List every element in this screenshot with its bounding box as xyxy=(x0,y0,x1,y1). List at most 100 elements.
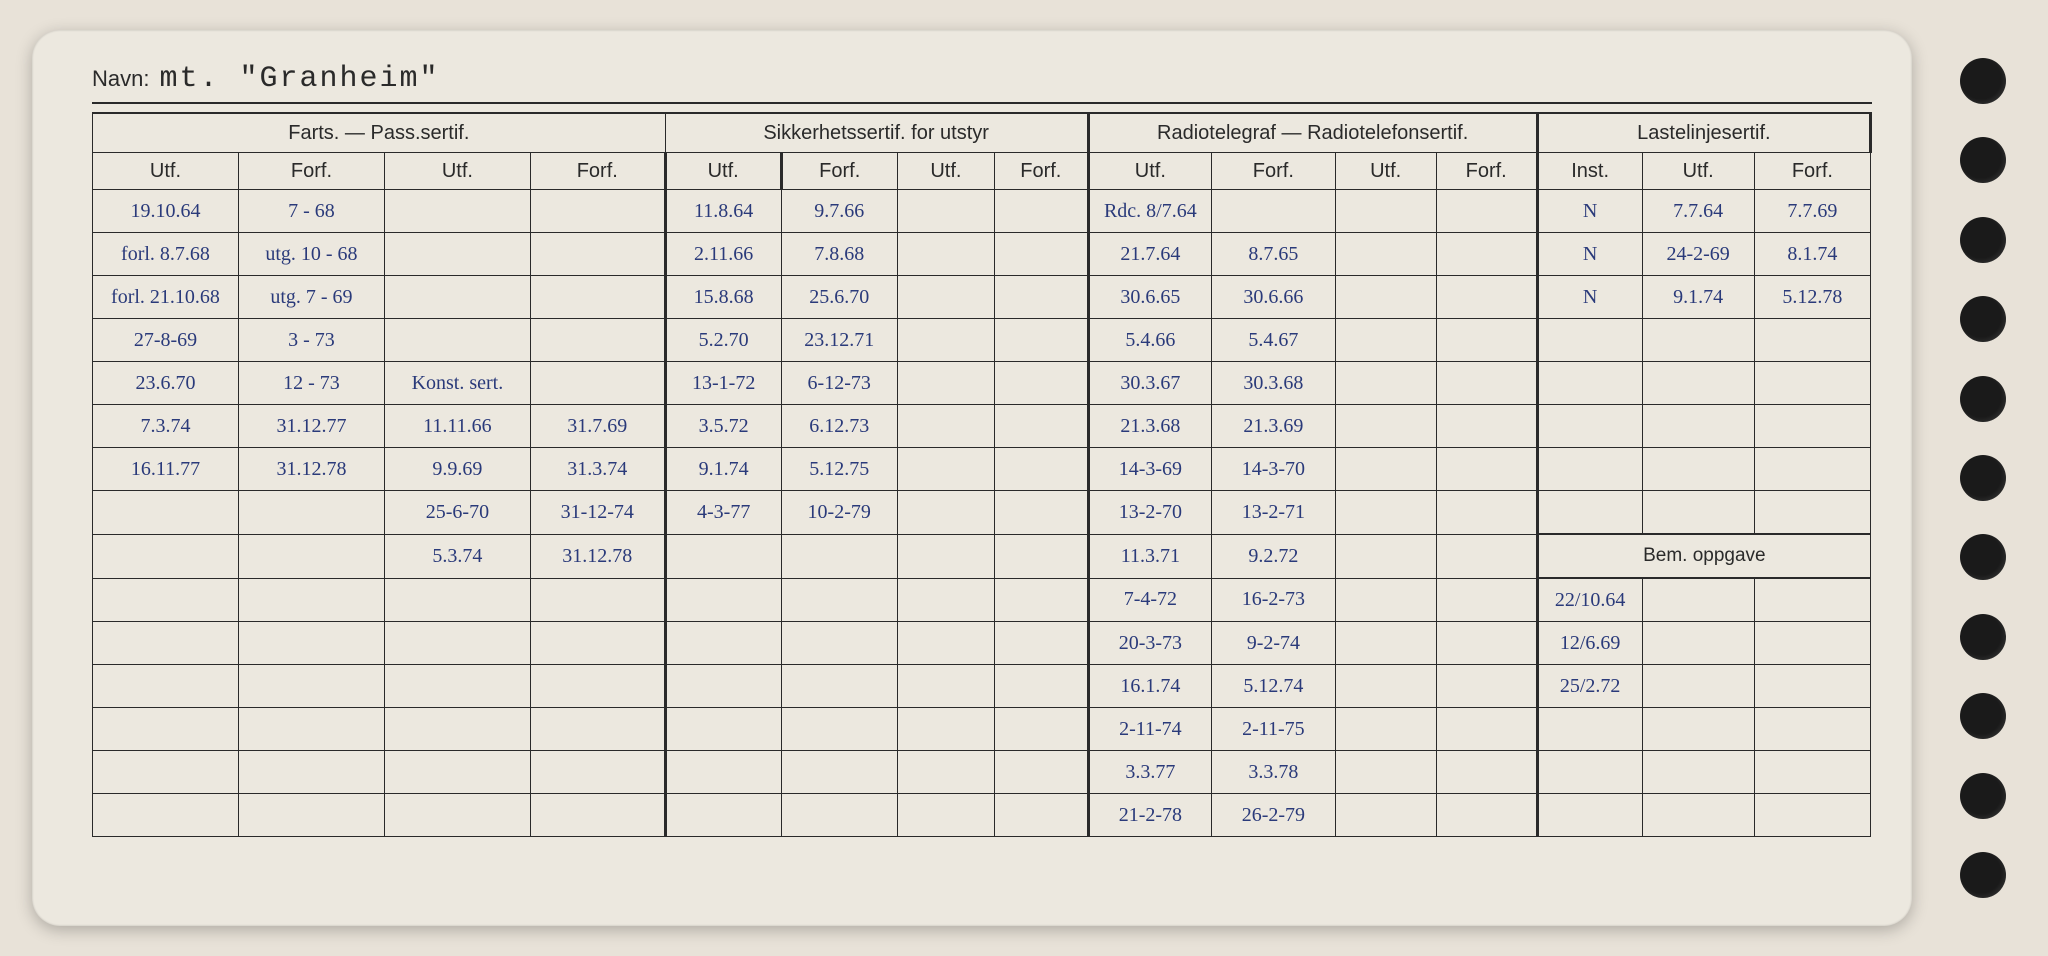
cell xyxy=(1537,362,1642,405)
cell: 21-2-78 xyxy=(1088,794,1212,837)
col-utf: Utf. xyxy=(1335,153,1436,190)
cell xyxy=(1754,578,1870,622)
hole-icon xyxy=(1960,614,2006,660)
cell xyxy=(93,708,239,751)
cell xyxy=(1754,794,1870,837)
hole-icon xyxy=(1960,455,2006,501)
cell: 13-2-70 xyxy=(1088,491,1212,535)
cell: 16.11.77 xyxy=(93,448,239,491)
cell xyxy=(1642,622,1754,665)
cell xyxy=(1335,276,1436,319)
cell: 14-3-69 xyxy=(1088,448,1212,491)
cell xyxy=(1436,794,1537,837)
table-row: 25-6-7031-12-744-3-7710-2-7913-2-7013-2-… xyxy=(93,491,1871,535)
cell xyxy=(238,751,384,794)
cell: 23.6.70 xyxy=(93,362,239,405)
table-row: 7-4-7216-2-7322/10.64 xyxy=(93,578,1871,622)
cell xyxy=(995,276,1089,319)
col-utf: Utf. xyxy=(665,153,781,190)
cell xyxy=(995,190,1089,233)
cell: 31.7.69 xyxy=(530,405,665,448)
cell: 31-12-74 xyxy=(530,491,665,535)
cell xyxy=(781,751,897,794)
hole-icon xyxy=(1960,58,2006,104)
cell xyxy=(995,794,1089,837)
cell xyxy=(384,276,530,319)
cell xyxy=(1335,794,1436,837)
table-row: 21-2-7826-2-79 xyxy=(93,794,1871,837)
group-bem: Bem. oppgave xyxy=(1537,534,1870,578)
cell: 6.12.73 xyxy=(781,405,897,448)
cell xyxy=(530,622,665,665)
cell xyxy=(93,794,239,837)
cell xyxy=(897,578,994,622)
cell xyxy=(530,233,665,276)
group-laste: Lastelinjesertif. xyxy=(1537,113,1870,153)
cell xyxy=(897,622,994,665)
group-sikk: Sikkerhetssertif. for utstyr xyxy=(665,113,1088,153)
cell xyxy=(530,708,665,751)
cell xyxy=(1537,751,1642,794)
cell xyxy=(1212,190,1336,233)
cell xyxy=(897,794,994,837)
cell xyxy=(1335,491,1436,535)
cell xyxy=(1642,362,1754,405)
cell xyxy=(1436,190,1537,233)
cell: 12 - 73 xyxy=(238,362,384,405)
hole-icon xyxy=(1960,773,2006,819)
cell: 25-6-70 xyxy=(384,491,530,535)
cell: 22/10.64 xyxy=(1537,578,1642,622)
cell: 31.3.74 xyxy=(530,448,665,491)
cell: 5.4.67 xyxy=(1212,319,1336,362)
hole-icon xyxy=(1960,217,2006,263)
cell xyxy=(897,751,994,794)
col-utf: Utf. xyxy=(384,153,530,190)
cell xyxy=(897,233,994,276)
cell: 9.1.74 xyxy=(1642,276,1754,319)
cell xyxy=(1754,319,1870,362)
col-forf: Forf. xyxy=(1754,153,1870,190)
table-row: 27-8-693 - 735.2.7023.12.715.4.665.4.67 xyxy=(93,319,1871,362)
cell xyxy=(1642,319,1754,362)
cell xyxy=(897,190,994,233)
cell: 8.1.74 xyxy=(1754,233,1870,276)
cell xyxy=(1436,233,1537,276)
cell: 9-2-74 xyxy=(1212,622,1336,665)
cell xyxy=(238,578,384,622)
cell xyxy=(995,319,1089,362)
cell xyxy=(1754,708,1870,751)
cell: 5.12.75 xyxy=(781,448,897,491)
col-utf: Utf. xyxy=(1088,153,1212,190)
cell xyxy=(238,665,384,708)
table-row: 19.10.647 - 6811.8.649.7.66Rdc. 8/7.64N7… xyxy=(93,190,1871,233)
hole-icon xyxy=(1960,296,2006,342)
cell xyxy=(1436,708,1537,751)
cell: 21.3.69 xyxy=(1212,405,1336,448)
cell xyxy=(384,622,530,665)
cell: 9.7.66 xyxy=(781,190,897,233)
table-row: 3.3.773.3.78 xyxy=(93,751,1871,794)
cell: forl. 21.10.68 xyxy=(93,276,239,319)
cell: 13-2-71 xyxy=(1212,491,1336,535)
cell xyxy=(384,578,530,622)
cell xyxy=(665,578,781,622)
cell: 30.6.65 xyxy=(1088,276,1212,319)
cell xyxy=(1436,622,1537,665)
cell: N xyxy=(1537,233,1642,276)
cell: 21.3.68 xyxy=(1088,405,1212,448)
cell: 25/2.72 xyxy=(1537,665,1642,708)
hole-icon xyxy=(1960,693,2006,739)
cell xyxy=(530,578,665,622)
cell: 5.12.78 xyxy=(1754,276,1870,319)
cell xyxy=(781,665,897,708)
record-card: Navn: mt. "Granheim" Farts. — Pass.serti… xyxy=(32,30,1912,926)
cell: 7.7.64 xyxy=(1642,190,1754,233)
cell xyxy=(897,534,994,578)
cell xyxy=(384,708,530,751)
cell xyxy=(781,578,897,622)
cell: utg. 7 - 69 xyxy=(238,276,384,319)
cell: 5.12.74 xyxy=(1212,665,1336,708)
cell: 2-11-74 xyxy=(1088,708,1212,751)
cell xyxy=(1436,534,1537,578)
cell xyxy=(1335,665,1436,708)
